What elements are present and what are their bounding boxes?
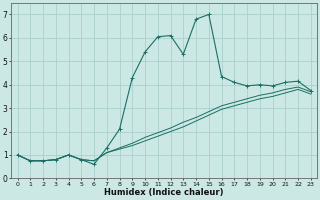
X-axis label: Humidex (Indice chaleur): Humidex (Indice chaleur) [104,188,224,197]
